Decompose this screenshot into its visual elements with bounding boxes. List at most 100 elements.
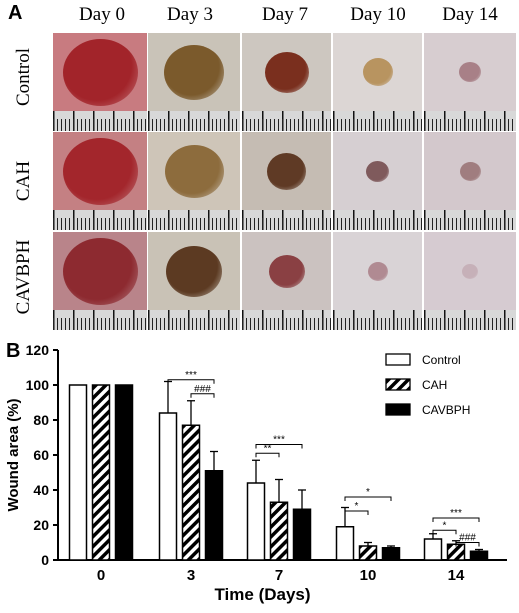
ruler-scale [333,210,422,230]
wound-photo-cavbph-day-0 [53,232,147,330]
day-label-7: Day 7 [262,4,308,25]
y-tick-label: 20 [33,517,49,533]
day-label-14: Day 14 [442,4,498,25]
wound-photo-cah-day-10 [333,132,422,230]
row-label-control: Control [13,47,34,107]
wound-area [166,246,222,297]
ruler-scale [53,310,147,330]
significance-bracket [255,452,280,458]
significance-label: *** [450,508,462,519]
x-axis-label: Time (Days) [214,585,310,604]
wound-area [459,62,481,82]
bar-control-day-3 [158,412,178,561]
wound-area [460,162,481,181]
row-label-cavbph: CAVBPH [13,239,34,315]
wound-area-chart: 0 20 40 60 80 100 120 Wound area (%) Time (Days)… [0,340,519,608]
y-tick-label: 0 [41,552,49,568]
wound-photo-control-day-7 [242,33,331,131]
wound-area [164,45,224,100]
bar-cah-day-10 [358,545,378,561]
ruler-scale [333,111,422,131]
wound-photo-cah-day-7 [242,132,331,230]
wound-photo-cah-day-14 [424,132,516,230]
ruler-scale [53,210,147,230]
significance-label: ### [194,384,211,395]
wound-area [63,138,138,205]
bar-cavbph-day-10 [381,547,401,561]
ruler-scale [53,111,147,131]
wound-photo-control-day-0 [53,33,147,131]
row-label-cah: CAH [13,160,34,202]
wound-photo-control-day-3 [148,33,240,131]
wound-area [366,161,389,182]
day-label-3: Day 3 [167,4,213,25]
significance-bracket [255,444,303,449]
significance-bracket [344,496,392,501]
wound-area [267,153,306,190]
wound-photo-control-day-10 [333,33,422,131]
bar-cah-day-14 [446,543,466,561]
significance-label: * [355,501,359,512]
wound-area [363,58,393,86]
ruler-scale [424,111,516,131]
legend-swatch-control [385,353,411,366]
bar-cavbph-day-0 [114,384,134,561]
bar-control-day-0 [68,384,88,561]
panel-b-letter: B [6,340,21,362]
wound-photo-control-day-14 [424,33,516,131]
legend-label-cah: CAH [422,378,447,392]
y-tick-label: 120 [26,342,50,358]
significance-bracket [190,393,215,398]
ruler-scale [424,210,516,230]
wound-area [265,52,309,93]
significance-label: * [366,487,370,498]
x-tick-label: 14 [448,567,465,584]
wound-photo-cavbph-day-10 [333,232,422,330]
legend-swatch-cavbph [385,403,411,416]
x-tick-label: 10 [360,567,377,584]
bar-cah-day-3 [181,424,201,561]
ruler-scale [242,111,331,131]
x-tick-label: 3 [187,567,195,584]
ruler-scale [148,310,240,330]
legend-label-cavbph: CAVBPH [422,403,470,417]
wound-area [165,145,224,198]
wound-photo-cavbph-day-3 [148,232,240,330]
ruler-scale [148,111,240,131]
y-tick-label: 100 [26,377,50,393]
bar-cavbph-day-14 [469,550,489,561]
ruler-scale [148,210,240,230]
day-label-0: Day 0 [79,4,125,25]
bar-cavbph-day-7 [292,508,312,561]
wound-photo-cavbph-day-14 [424,232,516,330]
significance-bracket [432,529,457,535]
bar-control-day-7 [246,482,266,561]
ruler-scale [424,310,516,330]
significance-bracket [167,379,215,384]
bar-cah-day-7 [269,501,289,561]
wound-photo-cah-day-0 [53,132,147,230]
ruler-scale [242,310,331,330]
wound-photo-cavbph-day-7 [242,232,331,330]
y-axis-label: Wound area (%) [5,398,22,511]
legend-swatch-cah [385,378,411,391]
significance-label: ** [264,443,272,454]
bar-cah-day-0 [91,384,111,561]
day-label-10: Day 10 [350,4,406,25]
panel-a-letter: A [8,2,23,24]
significance-label: *** [185,370,197,381]
significance-label: *** [273,435,285,446]
y-tick-label: 60 [33,447,49,463]
x-tick-label: 0 [97,567,105,584]
wound-area [63,238,138,305]
bar-cavbph-day-3 [204,470,224,561]
legend-label-control: Control [422,353,461,367]
bar-control-day-10 [335,526,355,561]
bar-control-day-14 [423,538,443,561]
significance-bracket [344,510,369,515]
wound-area [269,255,305,288]
significance-label: * [443,520,447,531]
wound-area [368,262,388,281]
significance-bracket [432,517,480,522]
